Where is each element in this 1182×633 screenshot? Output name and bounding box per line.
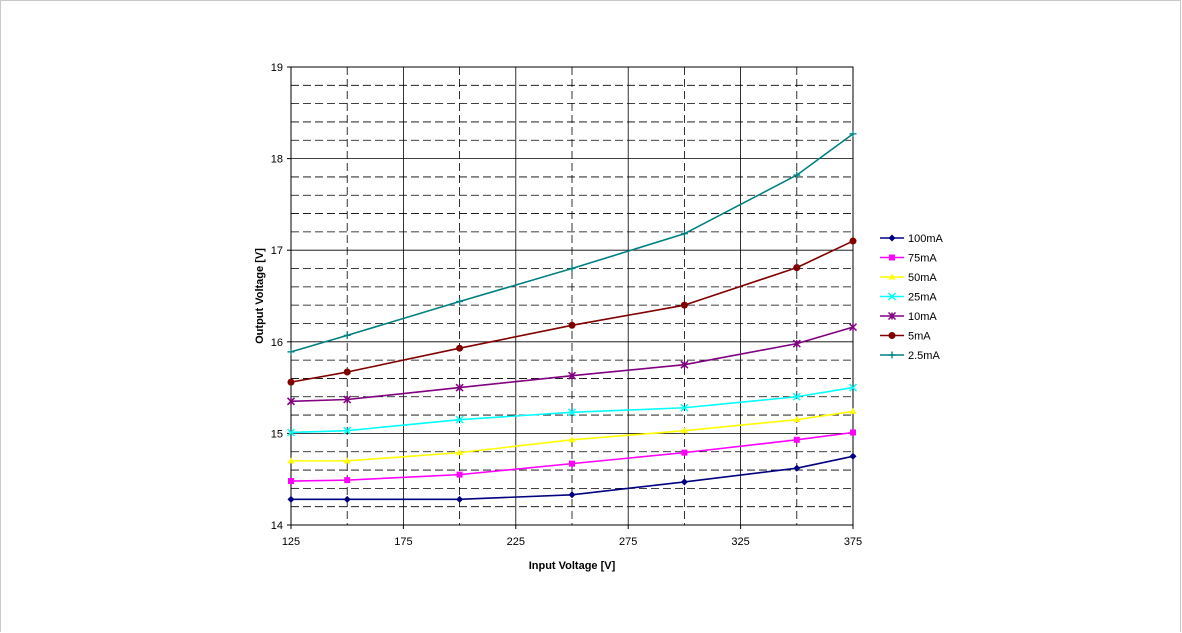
data-point-marker bbox=[343, 368, 351, 376]
legend-item: 2.5mA bbox=[880, 350, 940, 362]
plot-area bbox=[290, 66, 854, 526]
data-point-marker bbox=[456, 344, 464, 352]
legend-label: 10mA bbox=[908, 311, 937, 323]
data-point-marker bbox=[568, 436, 576, 443]
legend-label: 75mA bbox=[908, 253, 937, 265]
data-point-marker bbox=[848, 383, 858, 392]
data-point-marker bbox=[287, 378, 295, 386]
axis-ticks: 125 175 225 275 325 375 14 15 16 17 18 19 bbox=[271, 62, 862, 548]
legend: 100mA 75mA 50mA 25mA 10mA 5mA 2.5mA bbox=[880, 233, 944, 362]
data-point-marker bbox=[848, 323, 858, 332]
data-point-marker bbox=[849, 452, 857, 460]
x-axis-title: Input Voltage [V] bbox=[529, 560, 616, 572]
data-point-marker bbox=[680, 230, 688, 238]
data-point-marker bbox=[680, 301, 688, 309]
data-point-marker bbox=[286, 397, 296, 406]
data-point-marker bbox=[887, 292, 897, 301]
y-tick-label: 17 bbox=[271, 245, 283, 257]
legend-item: 100mA bbox=[880, 233, 944, 245]
legend-label: 50mA bbox=[908, 272, 937, 284]
data-point-marker bbox=[680, 360, 689, 369]
x-tick-label: 225 bbox=[507, 536, 525, 548]
data-point-marker bbox=[343, 457, 351, 464]
grid bbox=[291, 67, 853, 525]
data-point-marker bbox=[569, 460, 575, 467]
data-point-marker bbox=[793, 171, 801, 179]
data-point-marker bbox=[568, 491, 576, 499]
data-point-marker bbox=[343, 395, 352, 404]
data-point-marker bbox=[287, 457, 295, 464]
data-point-marker bbox=[792, 339, 801, 348]
y-tick-label: 18 bbox=[271, 154, 283, 166]
data-point-marker bbox=[456, 495, 464, 503]
data-point-marker bbox=[568, 321, 576, 329]
y-axis-title: Output Voltage [V] bbox=[254, 248, 266, 344]
legend-item: 75mA bbox=[880, 253, 937, 265]
y-tick-label: 16 bbox=[271, 337, 283, 349]
y-tick-label: 15 bbox=[271, 428, 283, 440]
data-point-marker bbox=[680, 478, 688, 486]
x-tick-label: 375 bbox=[844, 536, 862, 548]
legend-label: 100mA bbox=[908, 233, 944, 245]
data-point-marker bbox=[568, 265, 576, 273]
data-point-marker bbox=[889, 254, 895, 261]
data-point-marker bbox=[680, 403, 689, 412]
data-point-marker bbox=[455, 415, 464, 424]
data-point-marker bbox=[793, 264, 801, 272]
legend-item: 25mA bbox=[880, 292, 937, 304]
y-tick-label: 19 bbox=[271, 62, 283, 74]
data-point-marker bbox=[792, 392, 801, 401]
data-point-marker bbox=[344, 477, 351, 484]
data-point-marker bbox=[793, 416, 801, 423]
data-point-marker bbox=[455, 383, 464, 392]
series-lines bbox=[286, 130, 858, 503]
data-point-marker bbox=[343, 495, 351, 503]
legend-label: 5mA bbox=[908, 331, 931, 343]
x-tick-label: 175 bbox=[394, 536, 412, 548]
y-tick-label: 14 bbox=[271, 520, 283, 532]
data-point-marker bbox=[287, 495, 295, 503]
data-point-marker bbox=[456, 449, 464, 456]
data-point-marker bbox=[888, 234, 896, 242]
data-point-marker bbox=[286, 428, 296, 437]
x-tick-label: 325 bbox=[731, 536, 749, 548]
data-point-marker bbox=[850, 429, 856, 436]
data-point-marker bbox=[849, 237, 857, 245]
data-point-marker bbox=[343, 426, 352, 435]
data-point-marker bbox=[456, 297, 464, 305]
legend-item: 5mA bbox=[880, 331, 931, 343]
legend-label: 2.5mA bbox=[908, 350, 940, 362]
data-point-marker bbox=[287, 348, 295, 356]
data-point-marker bbox=[793, 464, 801, 472]
legend-item: 50mA bbox=[880, 272, 937, 284]
data-point-marker bbox=[680, 427, 688, 434]
data-point-marker bbox=[793, 436, 800, 443]
data-point-marker bbox=[888, 332, 896, 339]
data-point-marker bbox=[849, 407, 857, 414]
data-point-marker bbox=[456, 471, 463, 478]
x-tick-label: 125 bbox=[282, 536, 300, 548]
data-point-marker bbox=[288, 478, 294, 485]
data-point-marker bbox=[888, 351, 896, 359]
data-point-marker bbox=[888, 273, 896, 280]
data-point-marker bbox=[343, 331, 351, 339]
data-point-marker bbox=[849, 130, 857, 138]
data-point-marker bbox=[681, 449, 688, 456]
legend-item: 10mA bbox=[880, 311, 937, 323]
data-point-marker bbox=[567, 408, 577, 417]
x-tick-label: 275 bbox=[619, 536, 637, 548]
data-point-marker bbox=[887, 311, 897, 321]
data-point-marker bbox=[567, 371, 577, 380]
legend-label: 25mA bbox=[908, 292, 937, 304]
